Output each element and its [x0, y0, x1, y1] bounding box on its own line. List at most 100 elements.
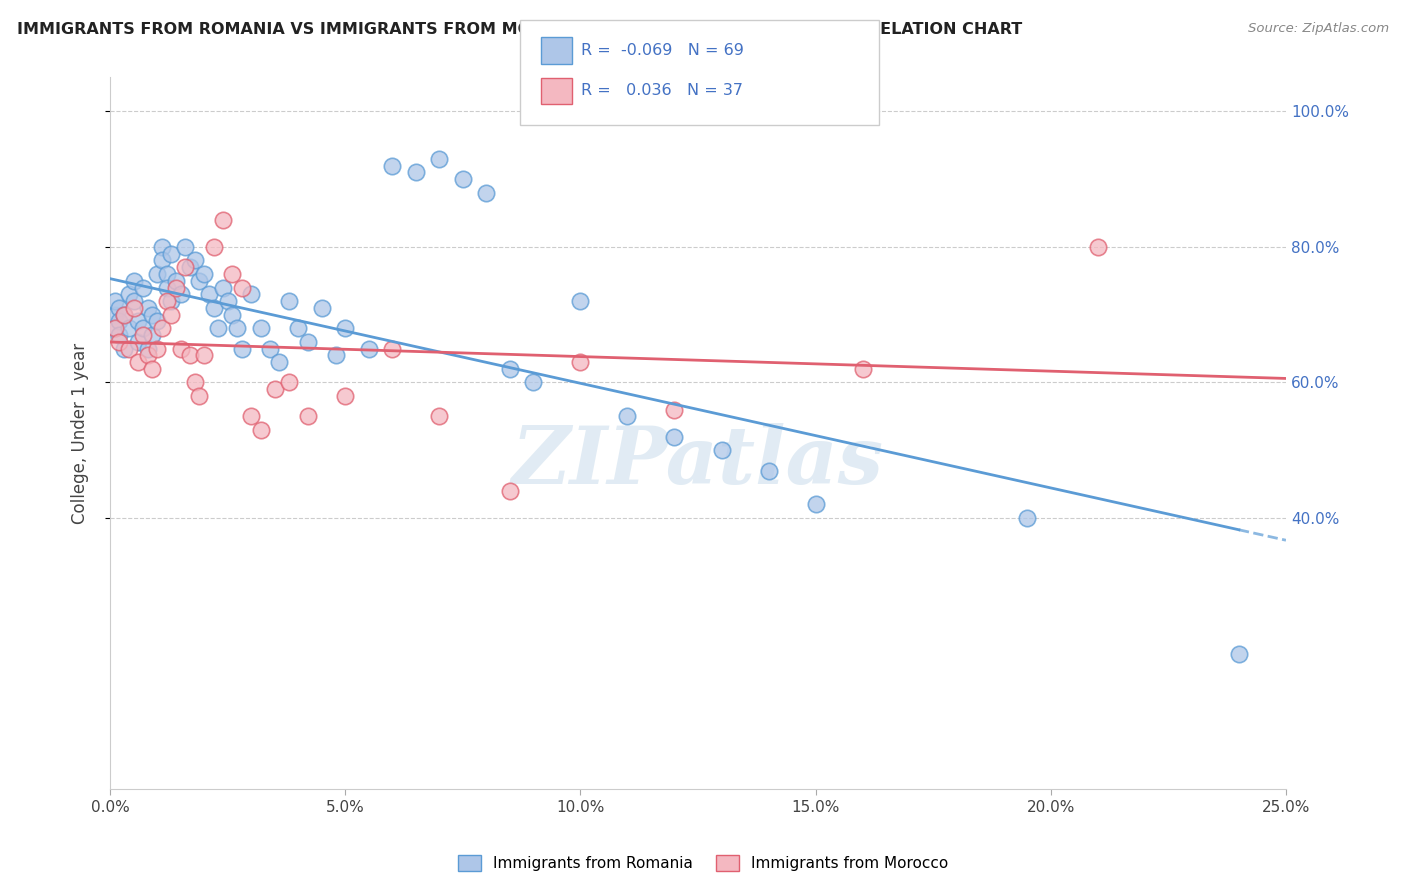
Point: [155, 267, 177, 281]
Text: Source: ZipAtlas.com: Source: ZipAtlas.com: [1249, 22, 1389, 36]
Point: [127, 334, 149, 349]
Point: [132, 280, 155, 294]
Point: [287, 321, 309, 335]
Point: [112, 308, 135, 322]
Point: [569, 355, 592, 369]
Point: [664, 430, 686, 444]
Text: IMMIGRANTS FROM ROMANIA VS IMMIGRANTS FROM MOROCCO COLLEGE, UNDER 1 YEAR CORRELA: IMMIGRANTS FROM ROMANIA VS IMMIGRANTS FR…: [17, 22, 1022, 37]
Point: [160, 294, 183, 309]
Point: [122, 294, 145, 309]
Point: [136, 348, 159, 362]
Point: [150, 240, 173, 254]
Point: [249, 423, 271, 437]
Point: [165, 280, 187, 294]
Point: [108, 328, 131, 343]
Legend: Immigrants from Romania, Immigrants from Morocco: Immigrants from Romania, Immigrants from…: [451, 849, 955, 877]
Point: [499, 362, 522, 376]
Point: [174, 260, 197, 275]
Point: [136, 301, 159, 315]
Point: [141, 328, 163, 343]
Point: [146, 314, 169, 328]
Point: [155, 280, 177, 294]
Text: R =   0.036   N = 37: R = 0.036 N = 37: [581, 84, 742, 98]
Point: [240, 287, 263, 301]
Point: [499, 483, 522, 498]
Point: [150, 321, 173, 335]
Text: R =  -0.069   N = 69: R = -0.069 N = 69: [581, 44, 744, 58]
Point: [141, 362, 163, 376]
Point: [150, 253, 173, 268]
Point: [616, 409, 638, 424]
Point: [112, 342, 135, 356]
Point: [231, 342, 253, 356]
Point: [221, 308, 243, 322]
Point: [212, 212, 235, 227]
Point: [381, 159, 404, 173]
Point: [277, 376, 299, 390]
Point: [804, 498, 827, 512]
Point: [108, 301, 131, 315]
Point: [263, 382, 285, 396]
Point: [259, 342, 281, 356]
Point: [127, 314, 149, 328]
Point: [198, 287, 221, 301]
Point: [475, 186, 498, 200]
Point: [193, 348, 215, 362]
Point: [451, 172, 474, 186]
Point: [112, 308, 135, 322]
Text: ZIPatlas: ZIPatlas: [512, 423, 884, 500]
Point: [104, 321, 127, 335]
Point: [427, 152, 450, 166]
Point: [381, 342, 404, 356]
Point: [758, 464, 780, 478]
Point: [1017, 511, 1039, 525]
Point: [132, 328, 155, 343]
Point: [104, 321, 127, 335]
Point: [277, 294, 299, 309]
Point: [160, 308, 183, 322]
Point: [335, 321, 357, 335]
Point: [297, 409, 319, 424]
Point: [108, 334, 131, 349]
Point: [522, 376, 544, 390]
Point: [122, 301, 145, 315]
Point: [146, 267, 169, 281]
Point: [311, 301, 333, 315]
Point: [118, 321, 141, 335]
Point: [169, 287, 191, 301]
Point: [1087, 240, 1109, 254]
Point: [710, 443, 733, 458]
Point: [202, 301, 225, 315]
Point: [127, 355, 149, 369]
Point: [184, 376, 207, 390]
Point: [207, 321, 229, 335]
Point: [335, 389, 357, 403]
Point: [160, 246, 183, 260]
Point: [179, 260, 201, 275]
Point: [427, 409, 450, 424]
Point: [217, 294, 239, 309]
Point: [122, 274, 145, 288]
Point: [136, 342, 159, 356]
Point: [325, 348, 347, 362]
Point: [664, 402, 686, 417]
Point: [174, 240, 197, 254]
Point: [249, 321, 271, 335]
Point: [221, 267, 243, 281]
Point: [132, 321, 155, 335]
Point: [118, 287, 141, 301]
Y-axis label: College, Under 1 year: College, Under 1 year: [72, 343, 89, 524]
Point: [184, 253, 207, 268]
Point: [852, 362, 875, 376]
Point: [104, 308, 127, 322]
Point: [226, 321, 249, 335]
Point: [1227, 647, 1250, 661]
Point: [188, 274, 211, 288]
Point: [405, 165, 427, 179]
Point: [193, 267, 215, 281]
Point: [165, 274, 187, 288]
Point: [212, 280, 235, 294]
Point: [118, 342, 141, 356]
Point: [357, 342, 380, 356]
Point: [169, 342, 191, 356]
